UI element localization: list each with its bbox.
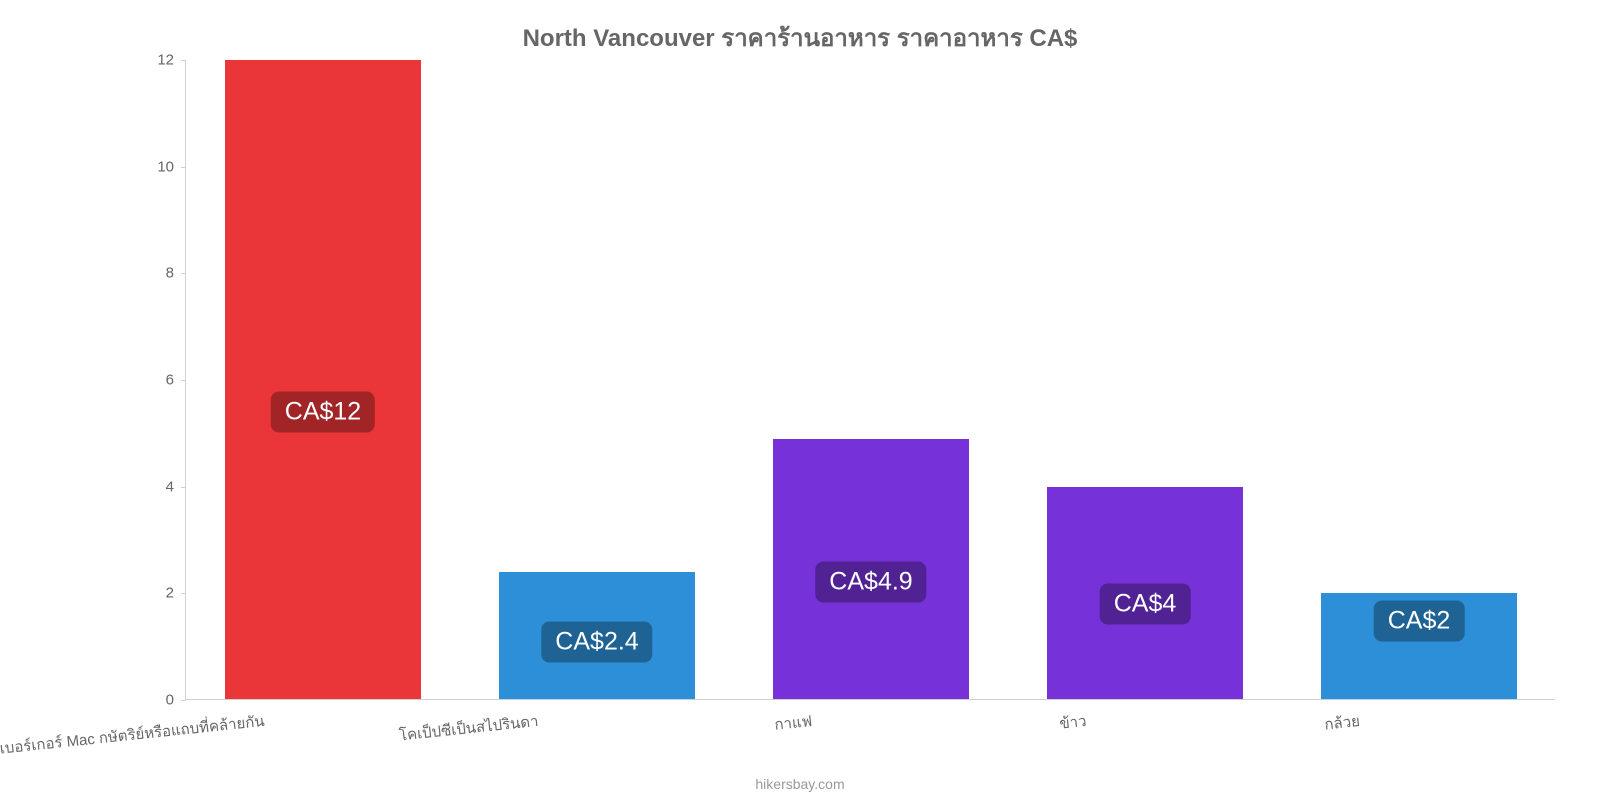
y-tick-mark: [181, 60, 186, 61]
x-category-label: ข้าว: [1057, 699, 1088, 736]
chart-title: North Vancouver ราคาร้านอาหาร ราคาอาหาร …: [0, 18, 1600, 57]
y-tick-mark: [181, 487, 186, 488]
y-tick-label: 10: [136, 158, 186, 175]
bars-group: CA$12 CA$2.4 CA$4.9 CA$4 CA$2: [186, 60, 1555, 699]
bar-value-label: CA$12: [271, 392, 375, 433]
plot-area: CA$12CA$2.4CA$4.9CA$4CA$2 024681012เบอร์…: [185, 60, 1555, 700]
x-category-label: เบอร์เกอร์ Mac กษัตริย์หรือแถบที่คล้ายกั…: [0, 699, 265, 761]
x-category-label: กาแฟ: [772, 699, 813, 737]
y-tick-label: 12: [136, 52, 186, 69]
y-tick-mark: [181, 380, 186, 381]
bar-value-label: CA$2: [1374, 601, 1465, 642]
bar-value-label: CA$4.9: [815, 562, 926, 603]
bar-value-label: CA$2.4: [541, 622, 652, 663]
bar-value-label: CA$4: [1100, 584, 1191, 625]
y-tick-mark: [181, 593, 186, 594]
y-tick-mark: [181, 167, 186, 168]
y-tick-mark: [181, 273, 186, 274]
y-tick-label: 2: [136, 585, 186, 602]
y-tick-mark: [181, 700, 186, 701]
bar: [224, 59, 421, 699]
x-category-label: โคเป็ปซีเป็นสไปรินดา: [396, 699, 539, 747]
x-category-label: กล้วย: [1322, 699, 1361, 737]
y-tick-label: 6: [136, 372, 186, 389]
y-tick-label: 8: [136, 265, 186, 282]
y-tick-label: 4: [136, 478, 186, 495]
y-tick-label: 0: [136, 692, 186, 709]
attribution-text: hikersbay.com: [0, 776, 1600, 792]
price-bar-chart: North Vancouver ราคาร้านอาหาร ราคาอาหาร …: [0, 0, 1600, 800]
